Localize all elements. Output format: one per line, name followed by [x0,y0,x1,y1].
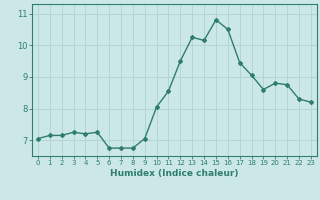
X-axis label: Humidex (Indice chaleur): Humidex (Indice chaleur) [110,169,239,178]
